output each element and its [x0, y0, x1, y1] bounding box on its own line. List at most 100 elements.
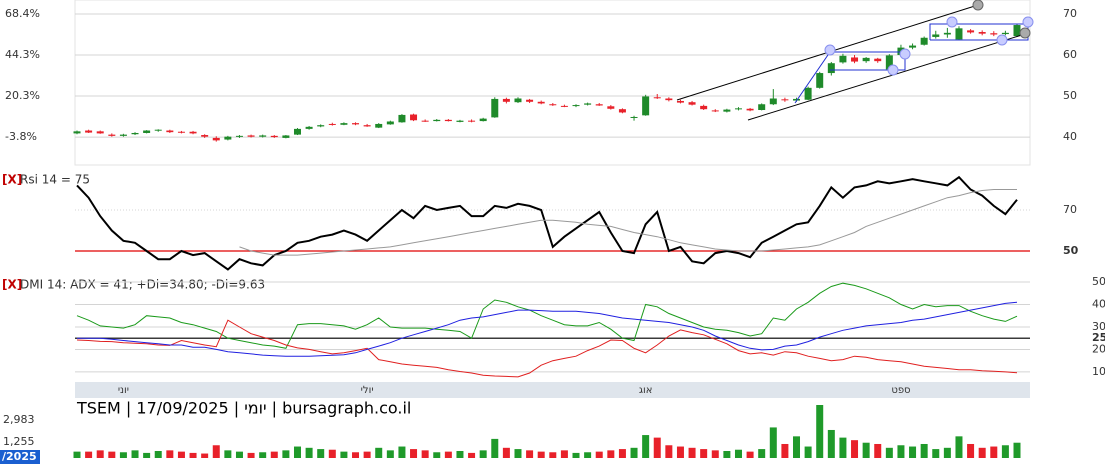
drawings [676, 0, 1034, 121]
candle-body [96, 131, 104, 134]
volume-bar [932, 449, 940, 458]
series-line [76, 175, 1018, 271]
y-tick-label: 70 [1063, 203, 1077, 216]
candle-body [607, 106, 615, 109]
volume-bar [990, 446, 998, 458]
candle-body [235, 135, 243, 137]
handle [972, 0, 984, 11]
candle-body [166, 130, 174, 133]
candle-body [1013, 25, 1021, 37]
candle-body [73, 131, 81, 134]
candle-body [572, 105, 580, 107]
volume-bar [119, 452, 127, 458]
close-button[interactable]: [X] [2, 173, 22, 187]
candle-body [282, 135, 290, 138]
volume-bar [549, 452, 557, 458]
volume-bar [943, 447, 951, 458]
y2-tick-label: 20.3% [5, 89, 40, 102]
y-tick-label: 50 [1063, 244, 1079, 257]
candle-body [375, 123, 383, 128]
volume-bar [410, 449, 418, 458]
volume-bar [781, 443, 789, 458]
volume-bar [653, 437, 661, 458]
volume-bar [572, 452, 580, 458]
volume-bar [479, 450, 487, 458]
candle-body [502, 98, 510, 102]
y-tick-label: 2,983 [3, 413, 35, 426]
volume-bar [363, 451, 371, 458]
candle-body [224, 136, 232, 140]
candle-body [108, 134, 116, 136]
candle-body [781, 99, 789, 101]
volume-bar [874, 443, 882, 458]
volume-bar [700, 449, 708, 458]
candle-body [1001, 32, 1009, 35]
candle-body [862, 57, 870, 62]
handle [899, 48, 911, 60]
y2-tick-label: 68.4% [5, 7, 40, 20]
volume-bar [514, 449, 522, 458]
candle-body [990, 33, 998, 35]
candle-body [514, 98, 522, 103]
volume-bar [1001, 445, 1009, 458]
candle-body [444, 119, 452, 122]
candle-body [363, 125, 371, 127]
date-label: /2025 [2, 450, 37, 463]
candle-body [851, 57, 859, 62]
volume-bar [491, 438, 499, 458]
y-tick-label: 30 [1092, 320, 1105, 333]
volume-bar [827, 429, 835, 458]
volume-bar [224, 450, 232, 458]
candle-body [874, 58, 882, 62]
candle-body [827, 63, 835, 74]
y-tick-label: 70 [1063, 7, 1077, 20]
candle-body [595, 104, 603, 106]
volume-bar [468, 452, 476, 458]
volume-bar [630, 447, 638, 458]
volume-bar [758, 449, 766, 458]
x-tick-label: אוג [639, 385, 653, 396]
volume-bar [433, 452, 441, 458]
handle [996, 34, 1008, 46]
candle-body [317, 125, 325, 127]
y-tick-label: 25 [1092, 331, 1105, 344]
volume-bar [143, 452, 151, 458]
y-tick-label: 40 [1063, 130, 1077, 143]
rsi-title: Rsi 14 = 75 [20, 173, 90, 187]
volume-bar [746, 451, 754, 458]
candle-body [618, 109, 626, 113]
candle-body [537, 101, 545, 104]
candle-body [352, 123, 360, 125]
volume-bar [293, 446, 301, 458]
volume-bar [270, 451, 278, 458]
volume-bar [340, 451, 348, 458]
volume-bar [166, 450, 174, 458]
volume-bar [851, 440, 859, 458]
close-button[interactable]: [X] [2, 278, 22, 292]
volume-bar [1013, 442, 1021, 458]
y-tick-label: 60 [1063, 48, 1077, 61]
volume-bar [235, 451, 243, 458]
candle-body [85, 130, 93, 133]
volume-title: TSEM | 17/09/2025 | יומי | bursagraph.co… [76, 399, 411, 418]
candle-body [804, 87, 812, 100]
volume-bar [212, 445, 220, 458]
y-tick-label: 50 [1092, 275, 1105, 288]
candle-body [119, 134, 127, 136]
candle-body [189, 131, 197, 134]
volume-bar [398, 446, 406, 458]
volume-bar [386, 450, 394, 458]
candle-body [932, 34, 940, 37]
handle [946, 16, 958, 28]
volume-bar [665, 445, 673, 458]
volume-bar [816, 405, 824, 458]
candle-body [978, 32, 986, 34]
volume-bar [618, 449, 626, 458]
volume-bar [352, 452, 360, 458]
candle-body [247, 135, 255, 137]
volume-bar [676, 446, 684, 458]
volume-bar [154, 450, 162, 458]
candle-body [293, 128, 301, 135]
y2-tick-label: -3.8% [5, 130, 37, 143]
